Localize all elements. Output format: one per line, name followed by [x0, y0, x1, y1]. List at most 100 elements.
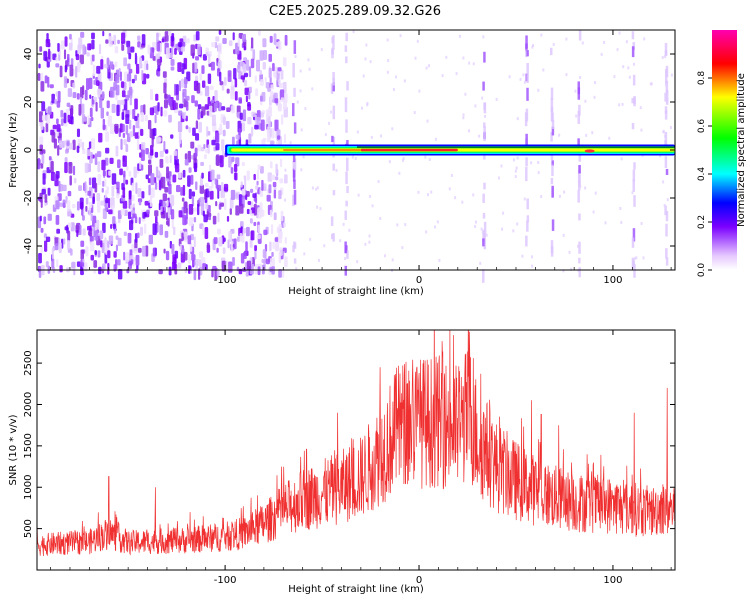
spectrogram-noise-cell [194, 62, 198, 73]
spectrogram-noise-cell [282, 99, 288, 110]
spectrogram-noise-cell [175, 84, 179, 96]
spectrogram-streak-cell [525, 235, 528, 247]
spectrogram-noise-cell [43, 51, 48, 61]
spectrogram-noise-cell [56, 124, 61, 132]
spectrogram-streak-cell [526, 62, 529, 77]
spectrogram-noise-cell [197, 203, 200, 216]
spectrogram-noise-cell [168, 114, 172, 123]
spectrogram-streak-cell [632, 228, 636, 242]
spectrogram-streak-cell [551, 119, 555, 130]
spectrogram-faint-cell [472, 193, 475, 197]
spectrogram-noise-cell [248, 133, 252, 144]
spectrogram-noise-cell [166, 200, 169, 207]
spectrogram-noise-cell [114, 183, 117, 190]
spectrogram-noise-cell [191, 191, 196, 197]
spectrogram-noise-cell [47, 213, 52, 221]
spectrogram-faint-cell [620, 157, 623, 161]
spectrogram-noise-cell [257, 164, 261, 171]
spectrogram-noise-cell [179, 243, 182, 251]
spectrogram-streak-cell [578, 213, 581, 221]
spectrogram-faint-cell [575, 114, 578, 118]
spectrogram-noise-cell [149, 107, 155, 116]
spectrogram-noise-cell [254, 75, 257, 83]
spectrogram-noise-cell [168, 183, 172, 195]
spectrogram-noise-cell [255, 88, 259, 97]
spectrogram-noise-cell [88, 141, 92, 149]
spectrogram-streak-cell [577, 190, 580, 203]
spectrogram-noise-cell [217, 212, 220, 223]
spectrogram-faint-cell [401, 246, 404, 250]
colorbar-tick-label: 0.0 [697, 263, 707, 278]
spectrogram-noise-cell [178, 80, 181, 92]
spectrogram-faint-cell [468, 61, 471, 65]
spectrogram-noise-cell [243, 175, 247, 180]
spectrogram-streak-cell [526, 220, 529, 232]
spectrogram-faint-cell [402, 158, 405, 162]
spectrogram-noise-cell [205, 202, 209, 210]
spectrogram-streak-cell [483, 221, 487, 235]
spectrogram-noise-cell [208, 185, 213, 192]
spectrogram-faint-cell [296, 100, 299, 104]
spectrogram-noise-cell [116, 193, 120, 199]
spectrogram-noise-cell [148, 234, 153, 245]
spectrogram-faint-cell [669, 125, 672, 129]
spectrogram-noise-cell [102, 30, 105, 37]
spectrogram-faint-cell [361, 106, 364, 110]
spectrogram-noise-cell [225, 260, 228, 273]
spectrogram-faint-cell [352, 30, 355, 34]
spectrogram-streak-cell [551, 160, 554, 166]
spectrogram-noise-cell [66, 141, 70, 147]
spectrogram-streak-cell [344, 97, 348, 113]
spectrogram-noise-cell [113, 34, 117, 46]
spectrogram-streak-cell [526, 215, 530, 223]
spectrogram-noise-cell [41, 115, 47, 121]
spectrogram-noise-cell [242, 33, 247, 43]
spectrogram-faint-cell [540, 33, 543, 37]
spectrogram-faint-cell [308, 67, 311, 71]
spectrogram-noise-cell [138, 200, 142, 206]
spectrogram-noise-cell [232, 32, 235, 41]
spectrogram-streak-cell [346, 157, 349, 172]
spectrogram-noise-cell [131, 194, 135, 201]
spectrogram-noise-cell [250, 230, 255, 241]
snr-y-ticks: 500 1000 1500 2000 2500 [23, 350, 675, 538]
spectrogram-noise-cell [195, 43, 198, 50]
x-tick-label: 0 [416, 275, 422, 286]
spectrogram-noise-cell [187, 175, 191, 187]
spectrogram-streak-cell [344, 265, 348, 276]
spectrogram-noise-cell [146, 63, 149, 71]
spectrogram-faint-cell [659, 154, 662, 158]
spectrogram-noise-cell [226, 88, 230, 94]
spectrogram-streak-cell [550, 245, 554, 257]
spectrogram-faint-cell [328, 121, 331, 125]
spectrogram-noise-cell [88, 77, 93, 90]
spectrogram-noise-cell [51, 131, 56, 143]
spectrogram-streak-cell [526, 75, 529, 83]
spectrogram-noise-cell [104, 157, 109, 166]
spectrogram-faint-cell [540, 195, 543, 199]
spectrogram-noise-cell [147, 44, 151, 55]
spectrogram-noise-cell [208, 63, 212, 68]
spectrogram-noise-cell [146, 73, 150, 79]
spectrogram-faint-cell [661, 55, 664, 59]
spectrogram-faint-cell [523, 197, 526, 201]
spectrogram-noise-cell [155, 166, 159, 178]
spectrogram-noise-cell [100, 240, 103, 248]
spectrogram-faint-cell [428, 64, 431, 68]
spectrogram-noise-cell [133, 166, 137, 179]
colorbar-label: Normalized spectral amplitude [736, 73, 747, 227]
spectrogram-noise-cell [123, 139, 127, 146]
y-tick-label: 500 [23, 519, 34, 538]
spectrogram-noise-cell [223, 183, 229, 192]
spectrogram-faint-cell [514, 175, 517, 179]
spectrogram-faint-cell [523, 80, 526, 84]
spectrogram-noise-cell [75, 65, 78, 78]
spectrogram-noise-cell [265, 109, 269, 119]
spectrogram-noise-cell [243, 72, 249, 78]
spectrogram-noise-cell [269, 161, 273, 169]
spectrogram-noise-cell [181, 67, 185, 75]
spectrogram-noise-cell [274, 244, 280, 251]
spectrogram-faint-cell [300, 168, 303, 172]
spectrogram-streak-cell [631, 31, 635, 40]
spectrogram-faint-cell [366, 103, 369, 107]
